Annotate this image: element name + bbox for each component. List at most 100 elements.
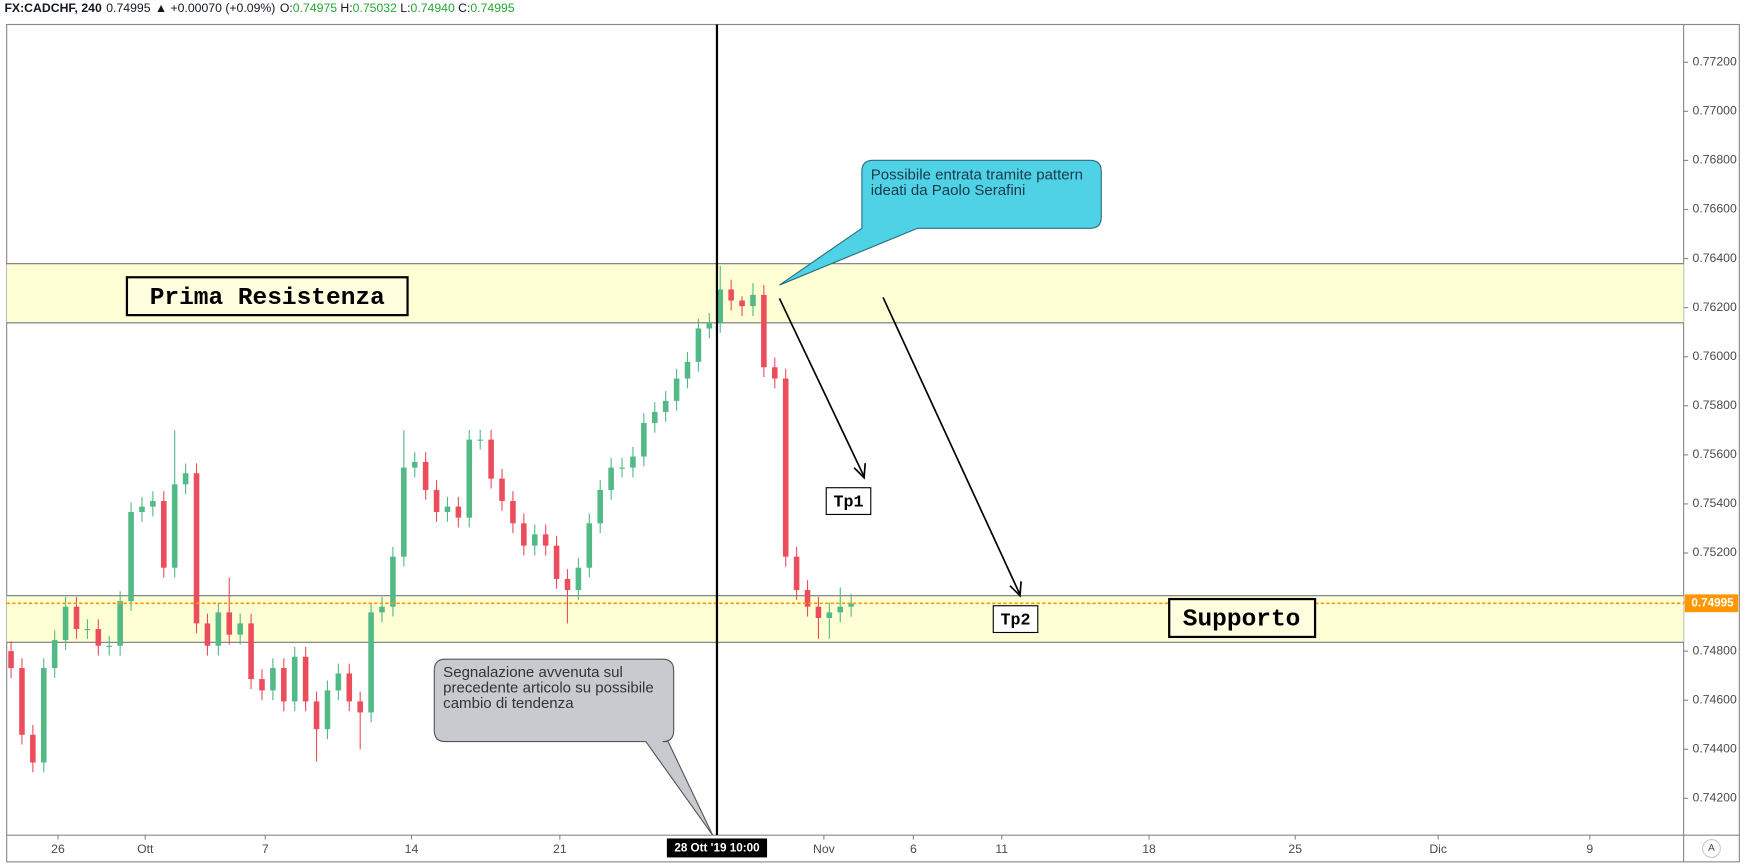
x-tick-label: Nov [813,842,836,856]
ohlc-value: 0.74995 [470,2,515,16]
candle-body [531,534,538,546]
candle-body [772,367,778,379]
y-tick-label: 0.76800 [1693,153,1737,167]
auto-scale-label[interactable]: A [1708,843,1715,854]
candle-body [815,606,822,619]
candle-body [575,567,582,591]
candle-body [237,623,243,635]
arrow-head [1009,581,1022,598]
x-tick-label: Ott [137,842,154,856]
candle-body [651,411,658,423]
y-tick-label: 0.74200 [1693,791,1737,805]
candle-body [510,500,516,524]
auto-scale-button[interactable] [1702,839,1721,858]
candle-body [804,590,811,607]
label-box [125,276,409,317]
x-tick-label: 7 [262,842,269,856]
candle-body [182,473,189,485]
y-tick-label: 0.76600 [1693,202,1737,216]
candle-body [62,606,69,641]
candle-body [51,640,58,669]
resistance-label: Prima Resistenza [150,285,385,312]
candle-body [597,489,604,524]
candle-body [564,578,571,591]
candle-body [499,478,505,501]
candle-body [837,606,844,613]
candle-body [641,422,647,457]
candle-body [717,289,724,323]
y-tick-label: 0.74400 [1693,742,1737,756]
callout-signal-text: Segnalazione avvenuta sul precedente art… [443,664,654,712]
price-label-bg [1684,594,1739,613]
x-tick-label: 18 [1142,842,1156,856]
tp2-label: Tp2 [1001,612,1031,631]
candle-body [291,656,298,702]
x-tick-label: 9 [1586,842,1593,856]
ohlc-value: 0.74975 [292,2,338,16]
candle-body [401,467,407,557]
candle-body [488,439,494,479]
ohlc-item: C:0.74995 [458,2,515,15]
candle-body [106,645,113,647]
candle-body [750,294,756,307]
y-tick-label: 0.75600 [1693,447,1737,461]
candle-body [324,690,331,730]
y-tick-label: 0.74800 [1693,643,1737,657]
x-tick-label: Dic [1429,842,1447,856]
candle-body [193,473,200,624]
candle-body [848,603,854,607]
ohlc-item: H:0.75032 [340,2,397,15]
symbol: FX:CADCHF, 240 [4,2,102,16]
candle-body [444,506,451,513]
y-tick-label: 0.74600 [1693,692,1737,706]
candle-body [422,461,429,490]
candle-body [684,361,691,379]
label-box [825,487,872,516]
candle-body [30,734,36,763]
candle-body [477,439,483,441]
callout-entry: Possibile entrata tramite pattern ideati… [870,167,1084,199]
candle-body [379,606,385,613]
callout-shape [779,159,1102,286]
y-tick-label: 0.75200 [1693,545,1737,559]
candle-body [215,612,222,646]
candle-body [608,467,614,490]
callout-entry-text: Possibile entrata tramite pattern ideati… [870,167,1084,199]
ohlc-value: 0.74940 [410,2,455,16]
callout-shape [433,658,714,836]
y-tick-label: 0.76200 [1693,300,1737,314]
candle-body [346,673,353,702]
candle-body [204,623,211,646]
price-label: 0.74995 [1691,596,1734,609]
candle-body [466,439,473,518]
price-change: ▲ +0.00070 (+0.09%) [154,2,276,16]
y-tick-label: 0.77000 [1693,104,1737,118]
candle-body [662,400,669,412]
candle-body [128,512,134,602]
candle-body [695,328,702,362]
candle-body [521,523,527,546]
candle-body [139,506,145,513]
candle-body [673,378,680,401]
support-label: Supporto [1183,607,1301,634]
candle-body [248,623,254,680]
ohlc-item: L:0.74940 [400,2,455,15]
candle-body [357,701,363,713]
candle-body [455,506,462,518]
arrow-head [853,463,867,480]
candle-body [706,322,713,329]
ohlc-label: C: [458,2,471,16]
candle-body [390,556,396,607]
tp1-label: Tp1 [833,494,863,513]
candle-body [270,668,276,691]
candle-body [630,456,636,468]
frame [6,23,1740,863]
candle-body [761,294,767,368]
candle-body [335,673,342,691]
crosshair-label-bg [666,838,768,858]
ohlc-label: L: [400,2,411,16]
candle-body [553,545,560,579]
candle-body [281,668,287,702]
